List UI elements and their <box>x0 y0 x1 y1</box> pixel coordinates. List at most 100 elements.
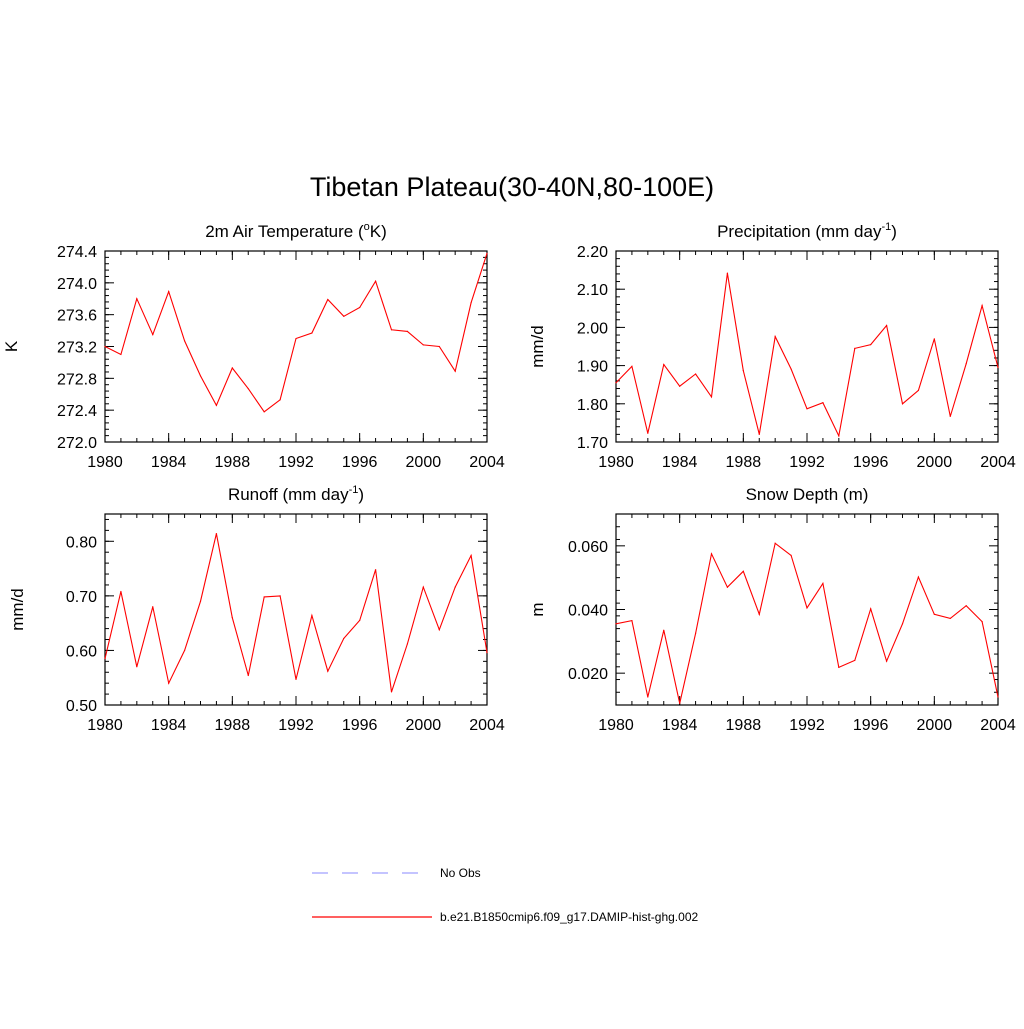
precipitation-data-point <box>679 385 681 387</box>
runoff-x-tick-label: 1988 <box>215 717 251 734</box>
snow-depth-data-point <box>838 666 840 669</box>
chart-snow-depth: 1980 1984 1988 1992 1996 2000 2004 0.020 0.040 0.… <box>528 485 1016 734</box>
precipitation-y-tick-label: 1.80 <box>577 397 608 414</box>
temperature-title-superscript: o <box>364 221 370 233</box>
temperature-series-line <box>104 253 488 413</box>
runoff-y-tick-label: 0.80 <box>66 534 97 551</box>
runoff-data-point <box>263 596 265 598</box>
snow-depth-y-tick-label: 0.040 <box>568 603 608 620</box>
page-title: Tibetan Plateau(30-40N,80-100E) <box>310 172 714 202</box>
temperature-data-point <box>199 375 202 377</box>
snow-depth-x-tick-label: 1988 <box>726 717 762 734</box>
snow-depth-data-point <box>774 542 776 544</box>
temperature-data-point <box>279 399 281 401</box>
snow-depth-data-point <box>806 607 808 609</box>
temperature-data-point <box>215 404 218 406</box>
runoff-x-tick-label: 2004 <box>469 717 505 734</box>
runoff-data-point <box>183 649 186 652</box>
runoff-y-tick-label: 0.50 <box>66 698 97 715</box>
temperature-title-tail: K) <box>370 222 387 241</box>
snow-depth-data-point <box>949 617 951 620</box>
precipitation-x-tick-label: 1980 <box>598 454 634 471</box>
precipitation-title-main: Precipitation (mm day <box>717 222 882 241</box>
temperature-x-tick-label: 2000 <box>406 454 442 471</box>
temperature-data-point <box>104 345 106 348</box>
runoff-title-tail: ) <box>358 485 364 504</box>
snow-depth-data-point <box>901 623 904 625</box>
chart-panels: 1980 1984 1988 1992 1996 2000 2004 272.0 272.4 27… <box>2 221 1016 734</box>
runoff-data-point <box>231 617 233 619</box>
temperature-data-point <box>311 332 313 334</box>
runoff-data-point <box>279 595 281 597</box>
runoff-series-line <box>104 533 488 693</box>
snow-depth-x-tick-label: 1992 <box>789 717 825 734</box>
runoff-data-point <box>438 629 440 631</box>
temperature-title-main: 2m Air Temperature ( <box>205 222 364 241</box>
temperature-data-point <box>438 345 440 348</box>
temperature-data-point <box>136 298 138 300</box>
snow-depth-x-tick-label: 1996 <box>853 717 889 734</box>
chart-precipitation: 1980 1984 1988 1992 1996 2000 2004 1.70 1.80 1.90… <box>528 221 1016 471</box>
runoff-data-point <box>168 682 170 684</box>
runoff-data-point <box>295 678 297 680</box>
precipitation-data-point <box>806 408 808 410</box>
precipitation-data-point <box>997 366 999 369</box>
runoff-title-superscript: -1 <box>349 484 359 496</box>
precipitation-data-point <box>710 396 713 398</box>
temperature-data-point <box>263 411 265 413</box>
snow-depth-data-point <box>790 554 792 556</box>
precipitation-x-tick-label: 1992 <box>789 454 825 471</box>
precipitation-data-point <box>774 335 776 338</box>
precipitation-data-point <box>631 365 633 367</box>
temperature-data-point <box>359 306 361 309</box>
chart-runoff: 1980 1984 1988 1992 1996 2000 2004 0.50 0.60 0.70… <box>8 484 505 734</box>
runoff-data-point <box>486 652 488 654</box>
precipitation-y-tick-label: 2.10 <box>577 282 608 299</box>
precipitation-plot-frame <box>615 250 999 443</box>
temperature-data-point <box>120 353 122 356</box>
temperature-y-tick-label: 272.0 <box>57 435 97 452</box>
runoff-y-tick-label: 0.60 <box>66 643 97 660</box>
runoff-data-point <box>152 606 154 608</box>
precipitation-data-point <box>647 432 649 434</box>
temperature-data-point <box>247 388 249 390</box>
snow-depth-data-point <box>822 582 824 584</box>
precipitation-data-point <box>742 369 744 372</box>
runoff-title-main: Runoff (mm day <box>228 485 349 504</box>
temperature-data-point <box>152 333 154 336</box>
runoff-data-point <box>120 590 122 593</box>
temperature-y-tick-label: 273.2 <box>57 340 97 357</box>
precipitation-data-point <box>663 363 665 366</box>
precipitation-title-superscript: -1 <box>881 221 891 233</box>
snow-depth-data-point <box>997 696 999 698</box>
snow-depth-data-point <box>615 623 617 625</box>
snow-depth-x-tick-label: 1984 <box>662 717 698 734</box>
precipitation-title-tail: ) <box>891 222 897 241</box>
temperature-data-point <box>454 370 456 372</box>
temperature-data-point <box>183 340 186 342</box>
temperature-y-tick-label: 272.4 <box>57 403 97 420</box>
snow-depth-data-point <box>981 620 983 623</box>
snow-depth-x-tick-label: 1980 <box>598 717 634 734</box>
snow-depth-title-main: Snow Depth (m) <box>746 485 869 504</box>
snow-depth-data-point <box>647 696 649 698</box>
snow-depth-data-point <box>965 605 967 607</box>
precipitation-x-tick-label: 1996 <box>853 454 889 471</box>
snow-depth-data-point <box>758 613 760 615</box>
temperature-data-point <box>231 367 233 369</box>
runoff-y-tick-label: 0.70 <box>66 589 97 606</box>
temperature-x-tick-label: 1980 <box>87 454 123 471</box>
runoff-data-point <box>327 670 329 672</box>
snow-depth-x-tick-label: 2004 <box>980 717 1016 734</box>
temperature-plot-frame <box>104 250 488 443</box>
snow-depth-data-point <box>742 570 744 572</box>
runoff-y-axis-label: mm/d <box>8 588 27 631</box>
runoff-data-point <box>311 614 313 617</box>
precipitation-data-point <box>981 305 983 307</box>
snow-depth-y-tick-label: 0.060 <box>568 539 608 556</box>
snow-depth-data-point <box>631 620 633 622</box>
runoff-x-tick-label: 1984 <box>151 717 187 734</box>
snow-depth-data-point <box>870 608 872 610</box>
legend-label-no-obs: No Obs <box>440 866 481 880</box>
precipitation-data-point <box>822 402 824 404</box>
